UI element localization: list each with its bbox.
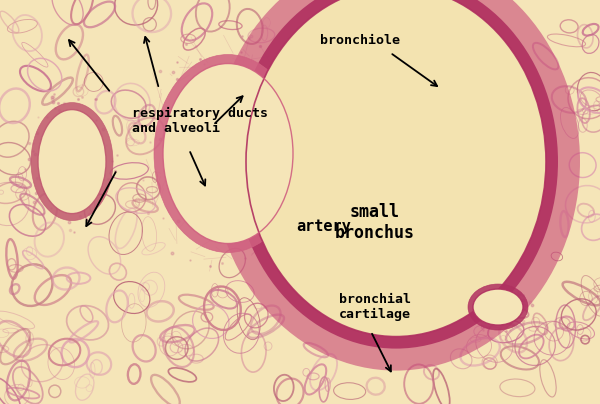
Text: artery: artery [296,219,352,234]
Ellipse shape [234,0,558,349]
Text: respiratory ducts
and alveoli: respiratory ducts and alveoli [132,107,268,135]
Text: small
bronchus: small bronchus [335,203,415,242]
Ellipse shape [246,0,546,337]
Ellipse shape [473,289,523,325]
Ellipse shape [468,284,528,330]
Text: bronchial
cartilage: bronchial cartilage [339,293,411,321]
Ellipse shape [38,109,106,214]
Ellipse shape [212,0,580,370]
Text: bronchiole: bronchiole [320,34,400,47]
Ellipse shape [154,55,302,252]
Ellipse shape [163,63,293,244]
Ellipse shape [31,103,113,221]
